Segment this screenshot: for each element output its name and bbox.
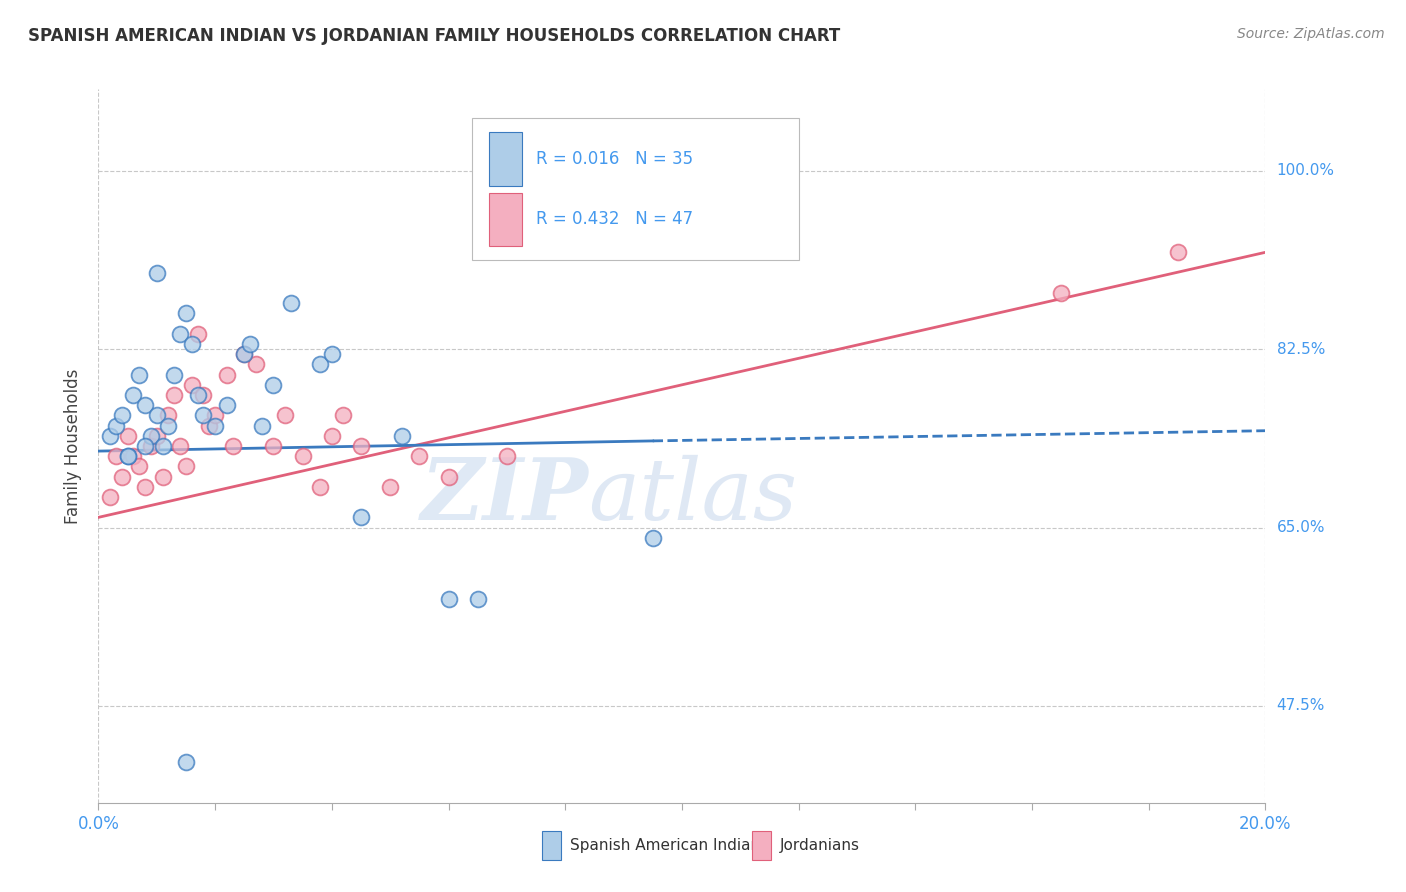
- Point: [274, 409, 297, 423]
- Point: [245, 358, 267, 372]
- Point: [250, 418, 273, 433]
- Point: [117, 449, 139, 463]
- Point: [117, 429, 139, 443]
- Text: Spanish American Indians: Spanish American Indians: [569, 838, 768, 853]
- Point: [152, 439, 174, 453]
- Point: [437, 591, 460, 606]
- Point: [321, 347, 343, 361]
- Text: Jordanians: Jordanians: [780, 838, 860, 853]
- Point: [157, 409, 180, 423]
- Point: [98, 490, 121, 504]
- Point: [157, 418, 180, 433]
- Point: [146, 409, 169, 423]
- Bar: [752, 831, 770, 860]
- Point: [233, 347, 256, 361]
- Point: [641, 531, 664, 545]
- Point: [163, 368, 186, 382]
- Point: [180, 337, 202, 351]
- Point: [169, 439, 191, 453]
- Point: [1167, 245, 1189, 260]
- Point: [1050, 286, 1073, 301]
- Point: [321, 429, 343, 443]
- Point: [134, 398, 156, 412]
- Point: [309, 480, 332, 494]
- Text: ZIP: ZIP: [420, 454, 589, 538]
- Point: [128, 368, 150, 382]
- Point: [146, 266, 169, 280]
- Point: [104, 418, 127, 433]
- Point: [111, 409, 134, 423]
- Text: 100.0%: 100.0%: [1277, 163, 1334, 178]
- Point: [111, 469, 134, 483]
- Text: R = 0.016   N = 35: R = 0.016 N = 35: [536, 150, 693, 168]
- Point: [128, 459, 150, 474]
- Point: [204, 409, 226, 423]
- Text: 82.5%: 82.5%: [1277, 342, 1324, 357]
- Point: [263, 377, 285, 392]
- Text: 65.0%: 65.0%: [1277, 520, 1324, 535]
- Point: [146, 429, 169, 443]
- Point: [122, 388, 145, 402]
- Point: [187, 326, 209, 341]
- Point: [496, 449, 519, 463]
- Point: [169, 326, 191, 341]
- Point: [309, 358, 332, 372]
- Bar: [489, 193, 522, 246]
- Y-axis label: Family Households: Family Households: [65, 368, 83, 524]
- Point: [139, 439, 162, 453]
- Point: [467, 591, 489, 606]
- Point: [291, 449, 314, 463]
- Point: [233, 347, 256, 361]
- Text: SPANISH AMERICAN INDIAN VS JORDANIAN FAMILY HOUSEHOLDS CORRELATION CHART: SPANISH AMERICAN INDIAN VS JORDANIAN FAM…: [28, 27, 841, 45]
- FancyBboxPatch shape: [472, 118, 799, 260]
- Point: [174, 755, 197, 769]
- Point: [187, 388, 209, 402]
- Point: [239, 337, 262, 351]
- Text: Source: ZipAtlas.com: Source: ZipAtlas.com: [1237, 27, 1385, 41]
- Point: [193, 409, 215, 423]
- Point: [104, 449, 127, 463]
- Point: [332, 409, 354, 423]
- Point: [139, 429, 162, 443]
- Point: [174, 306, 197, 320]
- Point: [163, 388, 186, 402]
- Bar: [541, 831, 561, 860]
- Point: [408, 449, 430, 463]
- Point: [117, 449, 139, 463]
- Point: [198, 418, 221, 433]
- Text: R = 0.432   N = 47: R = 0.432 N = 47: [536, 211, 693, 228]
- Point: [380, 480, 402, 494]
- Point: [98, 429, 121, 443]
- Point: [280, 296, 302, 310]
- Point: [134, 480, 156, 494]
- Point: [174, 459, 197, 474]
- Point: [134, 439, 156, 453]
- Point: [215, 368, 238, 382]
- Bar: [489, 132, 522, 186]
- Point: [350, 439, 373, 453]
- Point: [391, 429, 413, 443]
- Text: atlas: atlas: [589, 455, 797, 537]
- Point: [221, 439, 243, 453]
- Point: [193, 388, 215, 402]
- Point: [437, 469, 460, 483]
- Point: [350, 510, 373, 524]
- Point: [204, 418, 226, 433]
- Point: [215, 398, 238, 412]
- Point: [180, 377, 202, 392]
- Point: [263, 439, 285, 453]
- Text: 47.5%: 47.5%: [1277, 698, 1324, 714]
- Point: [152, 469, 174, 483]
- Point: [122, 449, 145, 463]
